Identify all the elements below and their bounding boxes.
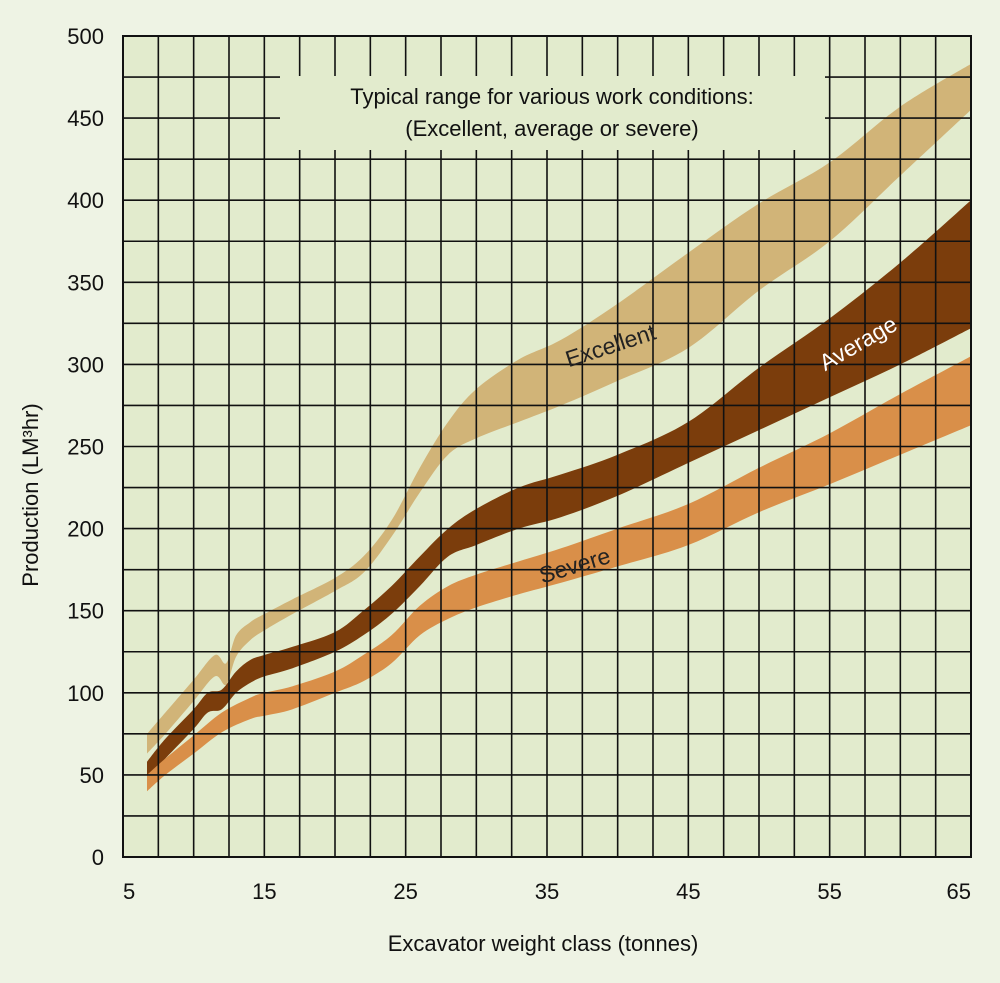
x-axis-title: Excavator weight class (tonnes) <box>388 931 699 956</box>
annotation-line-2: (Excellent, average or severe) <box>405 116 698 141</box>
y-tick-label: 250 <box>67 435 104 460</box>
band-average <box>147 200 971 779</box>
y-tick-label: 400 <box>67 188 104 213</box>
band-severe <box>147 356 971 792</box>
y-axis-title: Production (LM³hr) <box>18 403 43 586</box>
y-tick-label: 300 <box>67 352 104 377</box>
plot-frame <box>122 35 972 858</box>
y-tick-label: 50 <box>80 763 104 788</box>
y-tick-label: 100 <box>67 681 104 706</box>
annotation-background <box>280 76 825 150</box>
x-tick-label: 45 <box>676 879 700 904</box>
annotation-line-1: Typical range for various work condition… <box>350 84 754 109</box>
y-tick-label: 350 <box>67 270 104 295</box>
y-tick-label: 200 <box>67 517 104 542</box>
x-tick-label: 5 <box>123 879 135 904</box>
y-tick-label: 500 <box>67 24 104 49</box>
y-tick-label: 0 <box>92 845 104 870</box>
x-tick-label: 15 <box>252 879 276 904</box>
annotation-box: Typical range for various work condition… <box>280 76 825 150</box>
bands-layer <box>147 63 971 792</box>
x-tick-label: 35 <box>535 879 559 904</box>
x-tick-labels: 5 15 25 35 45 55 65 <box>123 879 971 904</box>
y-tick-labels: 0 50 100 150 200 250 300 350 400 450 500 <box>67 24 104 870</box>
y-tick-label: 150 <box>67 599 104 624</box>
band-excellent <box>147 63 971 754</box>
x-tick-label: 55 <box>817 879 841 904</box>
y-tick-label: 450 <box>67 106 104 131</box>
grid-layer <box>123 36 971 857</box>
x-tick-label: 65 <box>947 879 971 904</box>
x-tick-label: 25 <box>393 879 417 904</box>
